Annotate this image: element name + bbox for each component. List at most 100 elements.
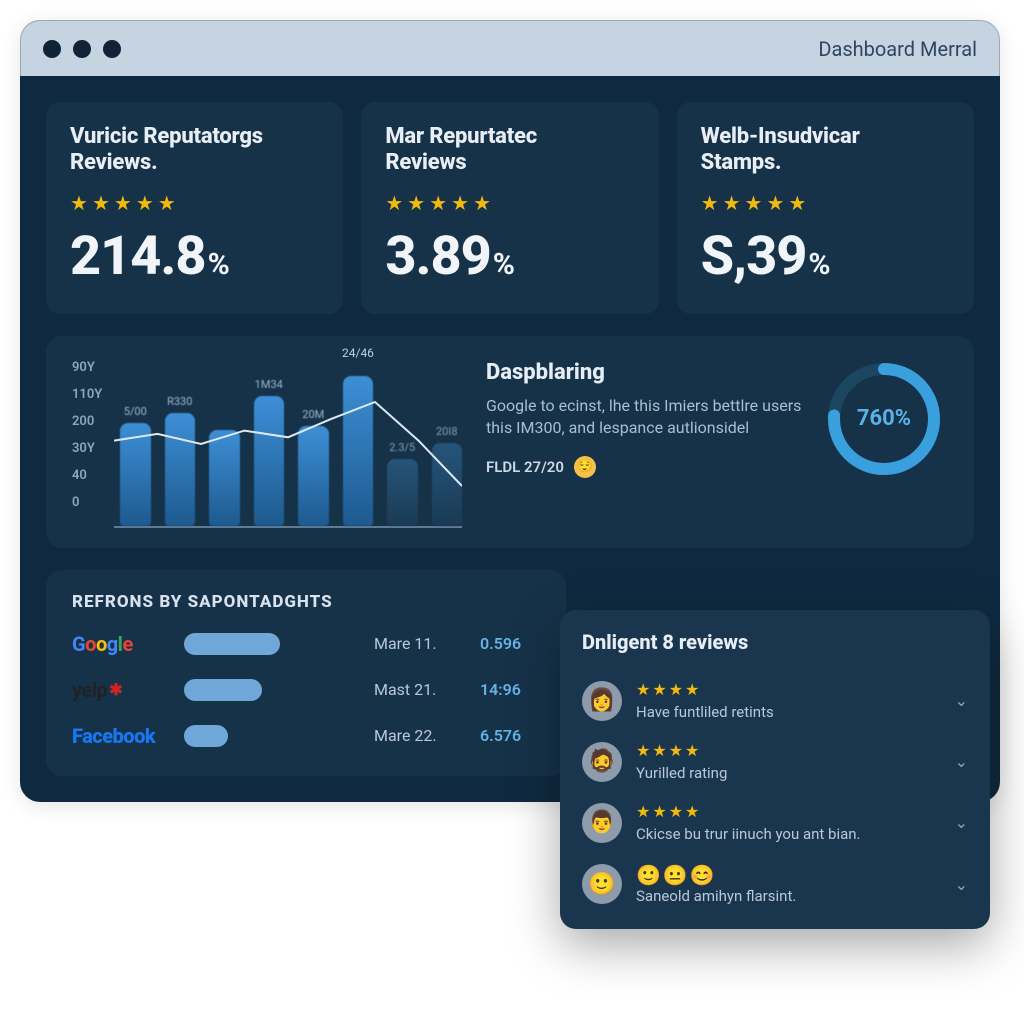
source-meta: Mare 22. (374, 726, 464, 745)
star-icon: ★ (652, 680, 666, 699)
maximize-icon[interactable] (103, 40, 121, 58)
star-icon: ★ (685, 741, 699, 760)
card-title: Welb-Insudvicar Stamps. (701, 124, 950, 177)
metric-card: Vuricic Reputatorgs Reviews. ★ ★ ★ ★ ★ 2… (46, 102, 343, 314)
avatar: 👨 (582, 803, 622, 843)
source-value: 14:96 (480, 680, 540, 699)
emoji-icon: 😌 (574, 456, 596, 478)
star-icon: ★ (766, 191, 784, 215)
sources-panel: Refrons by Sapontadghts Google Mare 11. … (46, 570, 566, 776)
star-icon: ★ (407, 191, 425, 215)
card-title: Mar Repurtatec Reviews (385, 124, 634, 177)
star-icon: ★ (788, 191, 806, 215)
metric-value: 3.89 % (385, 225, 634, 288)
star-icon: ★ (669, 802, 683, 821)
star-icon: ★ (636, 680, 650, 699)
donut-label: 760% (825, 360, 943, 478)
star-icon: ★ (636, 741, 650, 760)
chart-summary: Daspblaring Google to ecinst, lhe this I… (486, 360, 948, 528)
chart-area: 24/46 5/00R3301M3420M2.3/520I8 (114, 360, 462, 528)
reviews-list: 👩★★★★Have funtliled retints⌄🧔★★★★Yurille… (582, 670, 968, 915)
review-text: Saneold amihyn flarsint. (636, 887, 941, 905)
star-icon: ★ (114, 191, 132, 215)
source-meta: Mare 11. (374, 634, 464, 653)
chevron-down-icon[interactable]: ⌄ (955, 691, 968, 710)
star-icon: ★ (636, 802, 650, 821)
source-row: yelp✱ Mast 21. 14:96 (72, 678, 540, 702)
review-body: 🙂😐😊Saneold amihyn flarsint. (636, 863, 941, 905)
star-rating: ★ ★ ★ ★ ★ (385, 191, 634, 215)
window-controls (43, 40, 121, 58)
titlebar: Dashboard Merral (20, 20, 1000, 76)
star-icon: ★ (701, 191, 719, 215)
star-icon: ★ (745, 191, 763, 215)
emoji-rating: 🙂😐😊 (636, 863, 941, 887)
avatar: 👩 (582, 681, 622, 721)
star-rating: ★★★★ (636, 802, 941, 821)
star-rating: ★★★★ (636, 680, 941, 699)
y-axis-labels: 90Y 110Y 200 30Y 40 0 (72, 360, 102, 510)
star-icon: ★ (723, 191, 741, 215)
review-body: ★★★★Have funtliled retints (636, 680, 941, 721)
chart-heading: Daspblaring (486, 360, 802, 385)
metric-cards-row: Vuricic Reputatorgs Reviews. ★ ★ ★ ★ ★ 2… (46, 102, 974, 314)
star-icon: ★ (136, 191, 154, 215)
review-row[interactable]: 🙂 🙂😐😊Saneold amihyn flarsint. ⌄ (582, 853, 968, 915)
minimize-icon[interactable] (73, 40, 91, 58)
review-text: Ckicse bu trur iinuch you ant bian. (636, 825, 941, 843)
star-icon: ★ (652, 741, 666, 760)
sources-heading: Refrons by Sapontadghts (72, 592, 540, 612)
reviews-card: Dnligent 8 reviews 👩★★★★Have funtliled r… (560, 610, 990, 929)
star-icon: ★ (685, 802, 699, 821)
avatar: 🧔 (582, 742, 622, 782)
review-text: Yurilled rating (636, 764, 941, 782)
card-title: Vuricic Reputatorgs Reviews. (70, 124, 319, 177)
chart-text: Daspblaring Google to ecinst, lhe this I… (486, 360, 802, 478)
star-rating: ★ ★ ★ ★ ★ (701, 191, 950, 215)
chevron-down-icon[interactable]: ⌄ (955, 813, 968, 832)
source-bar (184, 725, 358, 747)
star-icon: ★ (385, 191, 403, 215)
facebook-logo: Facebook (72, 724, 168, 748)
star-icon: ★ (451, 191, 469, 215)
source-bar (184, 679, 358, 701)
star-icon: ★ (652, 802, 666, 821)
review-text: Have funtliled retints (636, 703, 941, 721)
chevron-down-icon[interactable]: ⌄ (955, 752, 968, 771)
star-icon: ★ (685, 680, 699, 699)
close-icon[interactable] (43, 40, 61, 58)
source-bar (184, 633, 358, 655)
metric-value: S,39 % (701, 225, 950, 288)
chevron-down-icon[interactable]: ⌄ (955, 875, 968, 894)
chart-panel: 90Y 110Y 200 30Y 40 0 24/46 5/00R3301M34… (46, 336, 974, 548)
star-icon: ★ (429, 191, 447, 215)
yelp-logo: yelp✱ (72, 678, 168, 702)
chart-top-label: 24/46 (342, 346, 374, 360)
source-meta: Mast 21. (374, 680, 464, 699)
star-icon: ★ (669, 680, 683, 699)
metric-card: Welb-Insudvicar Stamps. ★ ★ ★ ★ ★ S,39 % (677, 102, 974, 314)
metric-value: 214.8 % (70, 225, 319, 288)
avatar: 🙂 (582, 864, 622, 904)
source-row: Google Mare 11. 0.596 (72, 632, 540, 656)
star-icon: ★ (70, 191, 88, 215)
review-body: ★★★★Ckicse bu trur iinuch you ant bian. (636, 802, 941, 843)
metric-card: Mar Repurtatec Reviews ★ ★ ★ ★ ★ 3.89 % (361, 102, 658, 314)
review-body: ★★★★Yurilled rating (636, 741, 941, 782)
reviews-heading: Dnligent 8 reviews (582, 630, 968, 654)
source-value: 0.596 (480, 634, 540, 653)
star-icon: ★ (158, 191, 176, 215)
source-row: Facebook Mare 22. 6.576 (72, 724, 540, 748)
review-row[interactable]: 👨★★★★Ckicse bu trur iinuch you ant bian.… (582, 792, 968, 853)
star-rating: ★★★★ (636, 741, 941, 760)
donut-chart: 760% (820, 360, 948, 478)
review-row[interactable]: 👩★★★★Have funtliled retints⌄ (582, 670, 968, 731)
google-logo: Google (72, 632, 168, 656)
bar-chart: 90Y 110Y 200 30Y 40 0 24/46 5/00R3301M34… (72, 360, 462, 528)
chart-footer: FLDL 27/20 😌 (486, 456, 802, 478)
chart-line (114, 360, 462, 528)
window-title: Dashboard Merral (818, 37, 977, 61)
chart-body: Google to ecinst, lhe this Imiers bettlr… (486, 395, 802, 440)
review-row[interactable]: 🧔★★★★Yurilled rating⌄ (582, 731, 968, 792)
star-icon: ★ (669, 741, 683, 760)
